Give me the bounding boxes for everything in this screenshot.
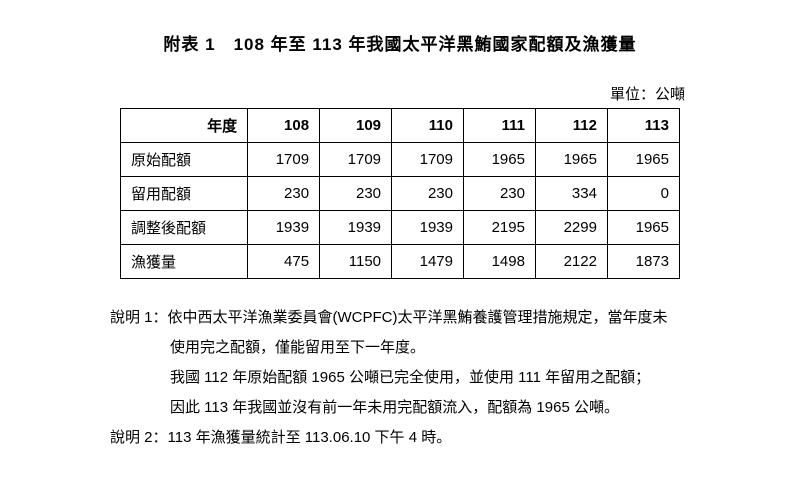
note-2: 說明 2： 113 年漁獲量統計至 113.06.10 下午 4 時。 [110, 423, 690, 453]
cell: 1873 [607, 245, 679, 279]
cell: 2195 [464, 211, 536, 245]
cell: 334 [535, 177, 607, 211]
cell: 2122 [535, 245, 607, 279]
header-year: 110 [392, 109, 464, 143]
cell: 1709 [248, 143, 320, 177]
row-label: 原始配額 [121, 143, 248, 177]
cell: 1479 [392, 245, 464, 279]
note-1-cont: 使用完之配額，僅能留用至下一年度。 [170, 333, 690, 363]
cell: 1939 [248, 211, 320, 245]
cell: 1939 [392, 211, 464, 245]
cell: 1965 [607, 211, 679, 245]
row-label: 漁獲量 [121, 245, 248, 279]
table-row: 漁獲量 475 1150 1479 1498 2122 1873 [121, 245, 680, 279]
header-year: 109 [320, 109, 392, 143]
cell: 1709 [320, 143, 392, 177]
note-2-label: 說明 2： [110, 423, 168, 453]
table-row: 原始配額 1709 1709 1709 1965 1965 1965 [121, 143, 680, 177]
table-row: 調整後配額 1939 1939 1939 2195 2299 1965 [121, 211, 680, 245]
cell: 1939 [320, 211, 392, 245]
cell: 0 [607, 177, 679, 211]
unit-label: 單位：公噸 [60, 83, 740, 104]
cell: 2299 [535, 211, 607, 245]
note-1-label: 說明 1： [110, 303, 168, 333]
cell: 1150 [320, 245, 392, 279]
cell: 1709 [392, 143, 464, 177]
cell: 230 [464, 177, 536, 211]
note-2-text: 113 年漁獲量統計至 113.06.10 下午 4 時。 [168, 423, 690, 453]
note-1: 說明 1： 依中西太平洋漁業委員會(WCPFC)太平洋黑鮪養護管理措施規定，當年… [110, 303, 690, 333]
notes-section: 說明 1： 依中西太平洋漁業委員會(WCPFC)太平洋黑鮪養護管理措施規定，當年… [110, 303, 690, 453]
cell: 230 [392, 177, 464, 211]
header-year: 112 [535, 109, 607, 143]
header-year: 111 [464, 109, 536, 143]
header-year: 108 [248, 109, 320, 143]
cell: 475 [248, 245, 320, 279]
header-year: 113 [607, 109, 679, 143]
cell: 230 [320, 177, 392, 211]
note-1-cont: 因此 113 年我國並沒有前一年未用完配額流入，配額為 1965 公噸。 [170, 393, 690, 423]
note-1-cont: 我國 112 年原始配額 1965 公噸已完全使用，並使用 111 年留用之配額… [170, 363, 690, 393]
table-title: 附表 1 108 年至 113 年我國太平洋黑鮪國家配額及漁獲量 [60, 30, 740, 55]
quota-table: 年度 108 109 110 111 112 113 原始配額 1709 170… [120, 108, 680, 279]
header-year-label: 年度 [121, 109, 248, 143]
note-1-text: 依中西太平洋漁業委員會(WCPFC)太平洋黑鮪養護管理措施規定，當年度未 [168, 303, 690, 333]
table-header-row: 年度 108 109 110 111 112 113 [121, 109, 680, 143]
row-label: 調整後配額 [121, 211, 248, 245]
table-row: 留用配額 230 230 230 230 334 0 [121, 177, 680, 211]
cell: 1965 [535, 143, 607, 177]
cell: 1498 [464, 245, 536, 279]
cell: 1965 [607, 143, 679, 177]
cell: 1965 [464, 143, 536, 177]
row-label: 留用配額 [121, 177, 248, 211]
cell: 230 [248, 177, 320, 211]
